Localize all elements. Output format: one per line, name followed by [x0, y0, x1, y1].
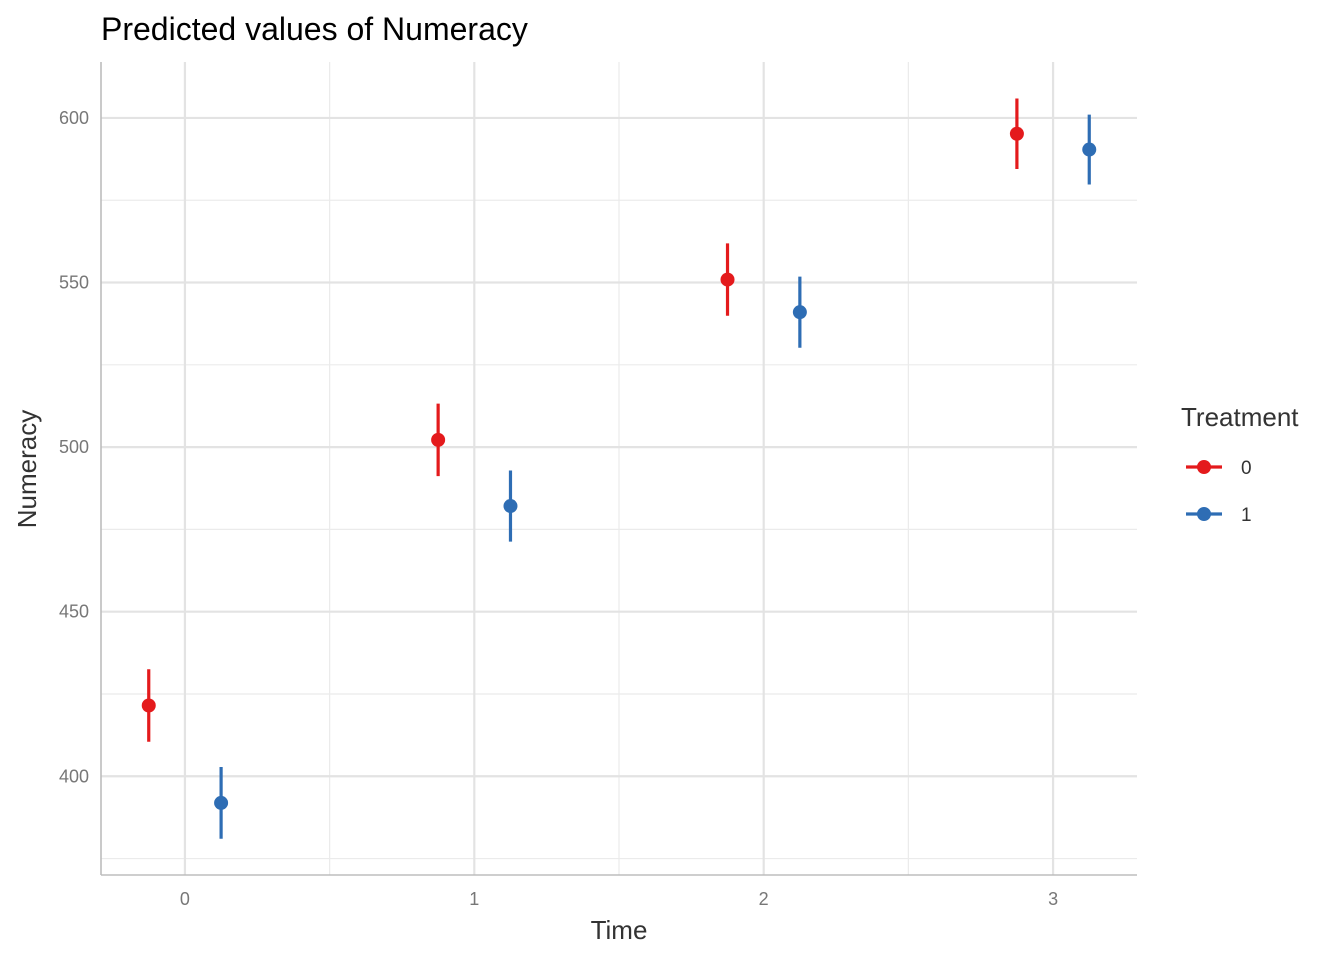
y-tick-label: 550	[59, 273, 89, 293]
data-point	[503, 499, 518, 514]
grid-minor	[101, 62, 1137, 875]
legend-label: 0	[1241, 458, 1252, 479]
data-marks	[141, 98, 1097, 839]
y-tick-label: 600	[59, 108, 89, 128]
data-point	[431, 432, 446, 447]
data-point	[720, 272, 735, 287]
x-axis-title: Time	[591, 915, 648, 945]
y-tick-label: 450	[59, 602, 89, 622]
grid-major	[101, 62, 1137, 875]
legend-key-point	[1197, 507, 1211, 521]
x-tick-label: 1	[469, 889, 479, 909]
x-tick-label: 2	[759, 889, 769, 909]
x-tick-label: 0	[180, 889, 190, 909]
data-point	[214, 795, 229, 810]
data-point	[1082, 142, 1097, 157]
y-tick-label: 400	[59, 766, 89, 786]
y-tick-label: 500	[59, 437, 89, 457]
legend-title: Treatment	[1181, 402, 1299, 432]
y-axis-title: Numeracy	[12, 410, 42, 528]
x-tick-label: 3	[1048, 889, 1058, 909]
legend-key-point	[1197, 460, 1211, 474]
data-point	[792, 305, 807, 320]
data-point	[1009, 126, 1024, 141]
legend-label: 1	[1241, 505, 1252, 526]
data-point	[141, 698, 156, 713]
legend: Treatment 0 1	[1181, 402, 1299, 526]
x-tick-labels: 0 1 2 3	[180, 889, 1058, 909]
chart-title: Predicted values of Numeracy	[101, 11, 528, 47]
y-tick-labels: 400 450 500 550 600	[59, 108, 89, 786]
